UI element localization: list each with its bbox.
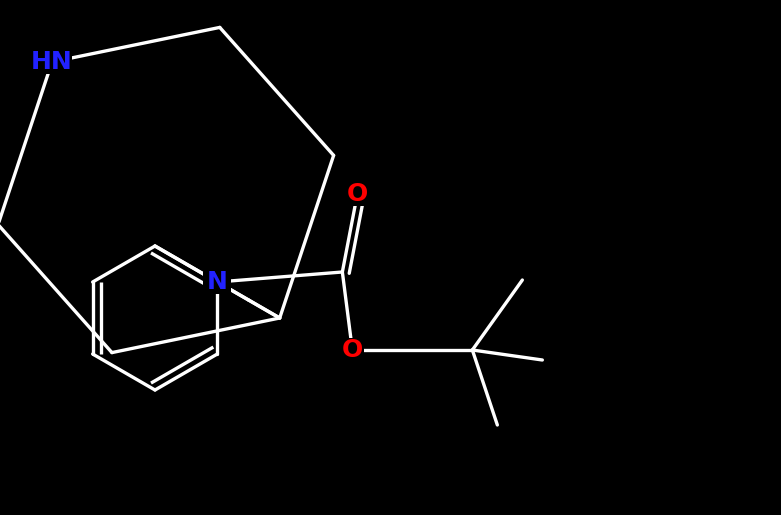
Text: N: N — [207, 270, 228, 294]
Text: O: O — [342, 338, 363, 362]
Text: O: O — [347, 182, 368, 206]
Text: HN: HN — [31, 50, 73, 74]
Bar — [341, 338, 365, 362]
Bar — [32, 50, 72, 74]
Bar — [345, 182, 369, 206]
Bar — [203, 270, 231, 294]
